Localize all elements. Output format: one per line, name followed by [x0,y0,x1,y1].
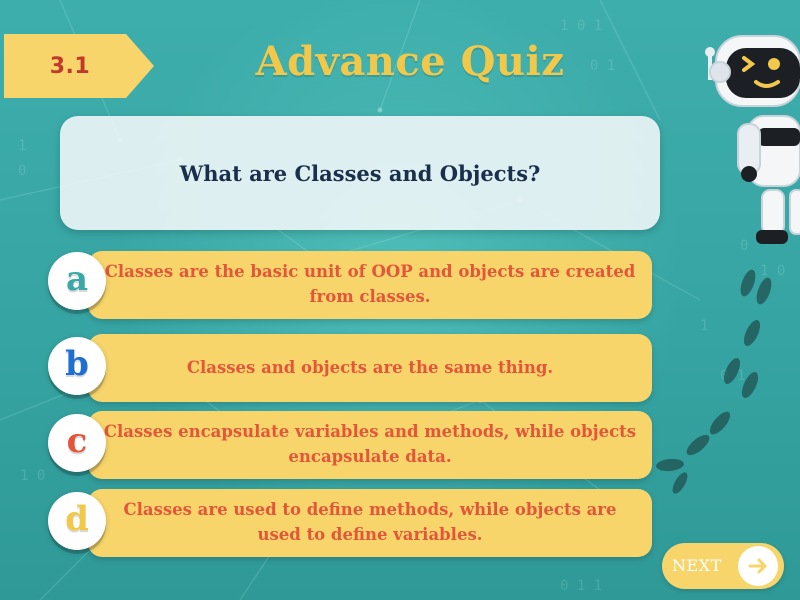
option-d-button[interactable]: Classes are used to define methods, whil… [88,489,652,557]
question-text: What are Classes and Objects? [179,160,541,186]
svg-text:1 0 1: 1 0 1 [560,18,602,34]
question-number-badge: 3.1 [4,34,154,98]
question-card: What are Classes and Objects? [60,116,660,230]
robot-mascot [696,24,800,256]
svg-text:1 0: 1 0 [760,263,785,279]
badge-arrow-shape [4,34,154,98]
option-c-letter: c [66,421,88,461]
option-a-letter: a [65,259,89,299]
question-number: 3.1 [49,53,91,79]
page-title: Advance Quiz [255,38,565,85]
option-d-letter: d [65,499,89,539]
arrow-right-icon [738,546,778,586]
option-b-text: Classes and objects are the same thing. [186,357,554,377]
option-d-letter-badge[interactable]: d [48,492,106,550]
option-c-button[interactable]: Classes encapsulate variables and method… [88,411,652,479]
next-button-label: NEXT [672,556,722,575]
option-d-text: Classes are used to define methods, whil… [123,500,617,544]
option-a-text: Classes are the basic unit of OOP and ob… [104,262,636,306]
option-b-letter: b [65,344,89,384]
svg-text:1: 1 [18,138,26,154]
svg-text:0: 0 [18,163,26,179]
footprints-decoration [640,269,772,568]
svg-text:0 1 1: 0 1 1 [560,578,602,594]
option-b-button[interactable]: Classes and objects are the same thing. [88,334,652,402]
option-c-text: Classes encapsulate variables and method… [103,422,637,466]
option-a-button[interactable]: Classes are the basic unit of OOP and ob… [88,251,652,319]
option-c-letter-badge[interactable]: c [48,414,106,472]
svg-text:1: 1 [700,318,708,334]
svg-text:1 0: 1 0 [20,468,45,484]
svg-text:0 1: 0 1 [590,58,615,74]
option-b-letter-badge[interactable]: b [48,337,106,395]
next-button[interactable]: NEXT [662,543,784,589]
option-a-letter-badge[interactable]: a [48,252,106,310]
svg-text:0: 0 [740,238,748,254]
